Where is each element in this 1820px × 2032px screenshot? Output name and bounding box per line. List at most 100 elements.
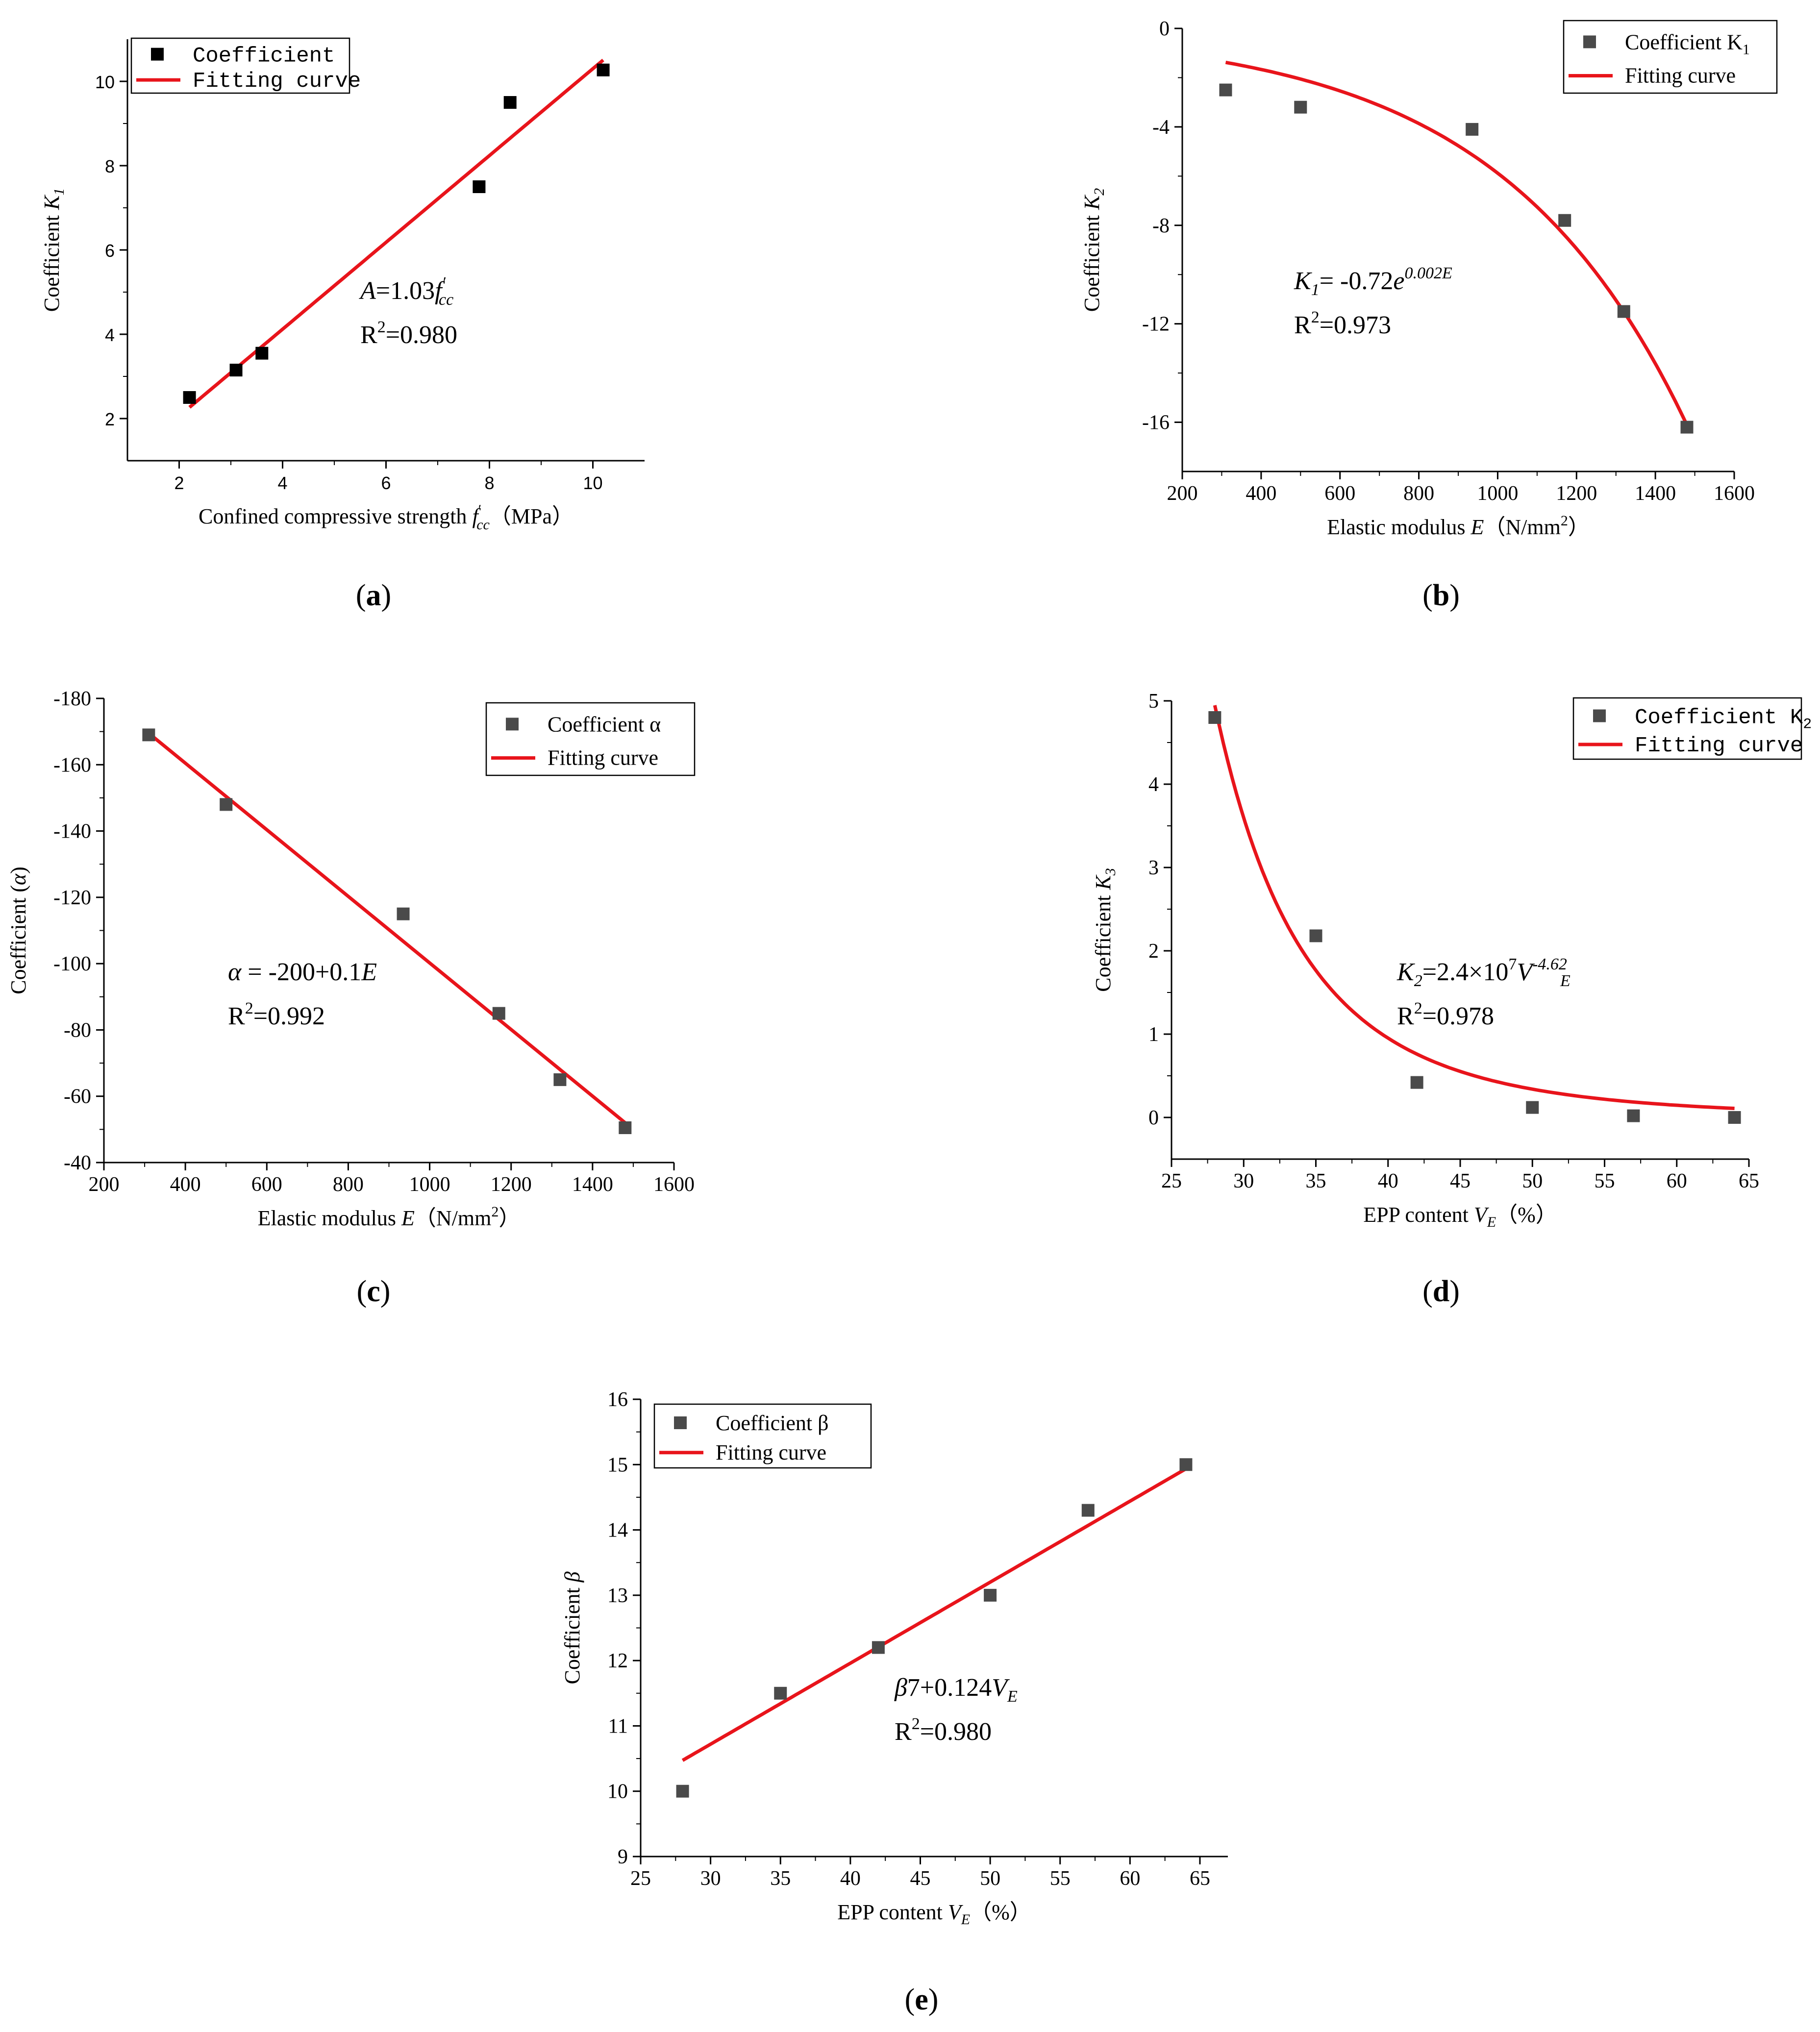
y-tick-label: 2 xyxy=(105,409,115,429)
legend-label-fitting-curve: Fitting curve xyxy=(548,745,658,769)
chart-panel-c: 200 400 600 800 1000 1200 1400 1600 -180 -160 -140… xyxy=(6,688,696,1308)
legend-box xyxy=(653,1403,872,1469)
r-squared: R2=0.992 xyxy=(228,999,325,1030)
y-tick-label: 0 xyxy=(1148,1107,1159,1129)
x-tick-label: 200 xyxy=(1167,482,1198,505)
y-tick-label: -160 xyxy=(53,754,91,776)
x-tick-label: 65 xyxy=(1739,1170,1759,1192)
legend-box xyxy=(1572,697,1802,760)
x-tick-label: 55 xyxy=(1050,1867,1071,1890)
legend-marker xyxy=(506,718,519,731)
data-point-2 xyxy=(229,364,243,377)
panel-label: (e) xyxy=(905,1983,939,2016)
x-tick-label: 30 xyxy=(700,1867,721,1890)
data-point-5 xyxy=(553,1073,567,1086)
y-axis-label: Coefficient K1 xyxy=(40,188,67,312)
data-point-2 xyxy=(1294,100,1307,114)
x-tick-label: 1200 xyxy=(491,1173,532,1196)
y-tick-label: 12 xyxy=(607,1650,628,1672)
data-point-5 xyxy=(1081,1504,1095,1517)
data-point-6 xyxy=(597,63,610,76)
panel-label: (d) xyxy=(1422,1275,1460,1308)
y-tick-label: -8 xyxy=(1152,215,1170,237)
legend-label-fitting-curve: Fitting curve xyxy=(1635,734,1803,758)
legend-box xyxy=(130,37,350,94)
x-axis-label: EPP content VE（%） xyxy=(837,1900,1031,1928)
y-tick-label: 4 xyxy=(105,325,115,345)
data-point-2 xyxy=(1309,929,1322,942)
fit-curve xyxy=(1225,60,1689,426)
y-tick-label: -12 xyxy=(1142,313,1170,336)
y-tick-label: 4 xyxy=(1148,773,1159,796)
fit-equation: K1= -0.72e0.002E xyxy=(1294,264,1452,299)
legend-marker xyxy=(1583,35,1596,49)
r-squared: R2=0.980 xyxy=(360,318,457,349)
legend-label-coefficient: Coefficient β xyxy=(716,1411,829,1435)
x-tick-label: 50 xyxy=(980,1867,1000,1890)
legend-label-fitting-curve: Fitting curve xyxy=(1625,63,1736,87)
y-axis-label: Coefficient K3 xyxy=(1091,868,1119,991)
y-tick-label: -16 xyxy=(1142,412,1170,434)
x-tick-label: 600 xyxy=(251,1173,282,1196)
x-tick-label: 10 xyxy=(583,473,602,493)
x-tick-label: 1400 xyxy=(1635,482,1676,505)
y-tick-label: 10 xyxy=(607,1781,628,1803)
data-point-6 xyxy=(1179,1458,1193,1471)
y-tick-label: 14 xyxy=(607,1519,628,1542)
y-tick-label: 15 xyxy=(607,1454,628,1476)
data-point-3 xyxy=(872,1641,885,1654)
x-tick-label: 25 xyxy=(630,1867,651,1890)
x-tick-label: 35 xyxy=(1306,1170,1326,1192)
y-tick-label: 3 xyxy=(1148,857,1159,879)
y-tick-label: -40 xyxy=(64,1152,91,1174)
data-point-3 xyxy=(255,347,269,360)
data-point-4 xyxy=(1558,214,1571,227)
x-axis-label: Confined compressive strength f′ cc（MPa） xyxy=(199,502,573,533)
r-squared: R2=0.973 xyxy=(1294,308,1391,339)
r-squared: R2=0.980 xyxy=(895,1715,992,1746)
data-point-5 xyxy=(1627,1109,1640,1122)
data-point-1 xyxy=(142,728,155,742)
y-tick-label: 6 xyxy=(105,241,115,261)
panel-label: (b) xyxy=(1422,579,1460,612)
y-tick-label: 8 xyxy=(105,156,115,176)
x-tick-label: 50 xyxy=(1522,1170,1543,1192)
y-axis-label: Coefficient (α) xyxy=(6,867,30,994)
y-tick-label: -80 xyxy=(64,1019,91,1041)
y-tick-label: 13 xyxy=(607,1585,628,1607)
y-tick-label: 5 xyxy=(1148,690,1159,713)
chart-panel-e: 25 30 35 40 45 50 55 60 65 9 10 11 12 13 14 15 16 EPP con… xyxy=(560,1388,1228,2016)
x-tick-label: 40 xyxy=(1378,1170,1398,1192)
data-point-4 xyxy=(492,1007,505,1020)
x-tick-label: 30 xyxy=(1233,1170,1254,1192)
y-tick-label: 1 xyxy=(1148,1023,1159,1046)
y-tick-label: 2 xyxy=(1148,940,1159,963)
r-squared: R2=0.978 xyxy=(1397,999,1494,1030)
x-axis-label: Elastic modulus E（N/mm2） xyxy=(258,1204,521,1230)
x-tick-label: 6 xyxy=(381,473,391,493)
data-point-2 xyxy=(774,1686,787,1700)
data-point-6 xyxy=(1680,421,1694,434)
x-tick-label: 25 xyxy=(1161,1170,1182,1192)
y-tick-label: -180 xyxy=(53,688,91,710)
data-point-5 xyxy=(503,96,517,109)
legend-label-coefficient: Coefficient xyxy=(193,44,335,69)
data-point-6 xyxy=(1728,1111,1741,1124)
fit-equation: K2=2.4×107V-4.62 E xyxy=(1396,955,1571,990)
data-point-1 xyxy=(676,1784,689,1798)
fit-equation: α = -200+0.1E xyxy=(228,958,377,986)
legend-box xyxy=(485,702,696,776)
x-tick-label: 45 xyxy=(910,1867,930,1890)
y-axis-label: Coefficient β xyxy=(560,1571,584,1684)
y-tick-label: -120 xyxy=(53,887,91,909)
x-tick-label: 1200 xyxy=(1556,482,1597,505)
fit-curve xyxy=(148,732,626,1124)
data-point-4 xyxy=(1526,1101,1539,1114)
fit-curve xyxy=(188,58,604,409)
chart-panel-a: 2 4 6 8 10 2 4 6 8 10 Confined compressive strengt… xyxy=(40,37,645,612)
y-tick-label: -4 xyxy=(1152,116,1170,139)
fit-equation: A=1.03f′ cc xyxy=(359,274,453,309)
x-tick-label: 800 xyxy=(1403,482,1434,505)
x-tick-label: 45 xyxy=(1450,1170,1471,1192)
